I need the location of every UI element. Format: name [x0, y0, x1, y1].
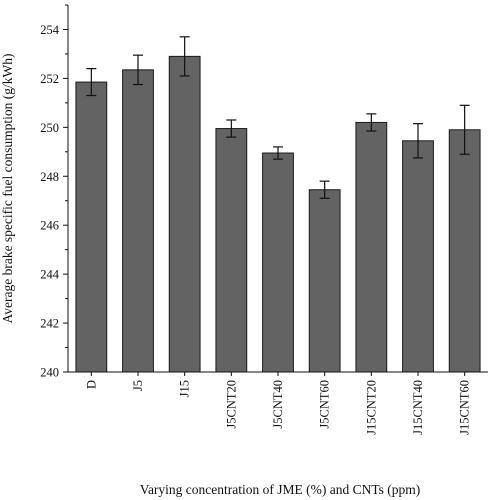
error-bars-group	[86, 36, 470, 199]
x-tick-label: J5	[131, 380, 145, 391]
error-bar-j15cnt40	[413, 123, 423, 159]
bar-j5	[122, 69, 154, 373]
y-tick-label: 246	[40, 219, 59, 233]
error-bar-d	[86, 68, 97, 97]
error-bar-j5cnt40	[273, 146, 283, 160]
y-tick-label: 248	[40, 170, 59, 184]
y-tick-label: 250	[40, 121, 59, 135]
bar-j15	[168, 55, 201, 373]
error-bar-j5cnt60	[319, 180, 330, 199]
y-tick-label: 244	[40, 268, 60, 282]
x-tick-label: J5CNT40	[271, 380, 285, 429]
bar-j15cnt20	[355, 121, 388, 373]
bar-j5cnt40	[262, 152, 294, 373]
bar-j5cnt20	[215, 128, 248, 373]
bar-j15cnt40	[402, 140, 434, 373]
error-bar-j15cnt20	[366, 113, 377, 132]
bar-d	[75, 81, 108, 373]
x-tick-label: J15	[178, 380, 192, 397]
y-tick-label: 240	[40, 366, 59, 380]
y-tick-label: 252	[40, 72, 59, 86]
x-ticks-group: D J5 J15 J5CNT20 J5CNT40 J5CNT60 J15CNT20 J15CN…	[84, 372, 472, 435]
y-tick-label: 242	[40, 317, 59, 331]
x-tick-label: J5CNT60	[318, 380, 332, 429]
x-tick-label: D	[84, 380, 98, 389]
error-bar-j15	[179, 36, 190, 77]
error-bar-j5	[133, 54, 143, 86]
bar-j5cnt60	[308, 189, 341, 373]
x-tick-label: J15CNT20	[364, 380, 378, 435]
y-axis-label: Average brake specific fuel consumption …	[0, 53, 15, 323]
y-tick-label: 254	[40, 23, 60, 37]
bars-group	[75, 55, 481, 373]
y-ticks-group: 240 242 244 246 248 250 252 254	[40, 4, 68, 380]
x-axis-label: Varying concentration of JME (%) and CNT…	[140, 482, 421, 497]
error-bar-j15cnt60	[459, 104, 470, 155]
x-tick-label: J5CNT20	[224, 380, 238, 429]
x-tick-label: J15CNT40	[411, 380, 425, 435]
error-bar-j5cnt20	[226, 119, 237, 138]
bar-j15cnt60	[448, 129, 481, 373]
x-tick-label: J15CNT60	[458, 380, 472, 435]
